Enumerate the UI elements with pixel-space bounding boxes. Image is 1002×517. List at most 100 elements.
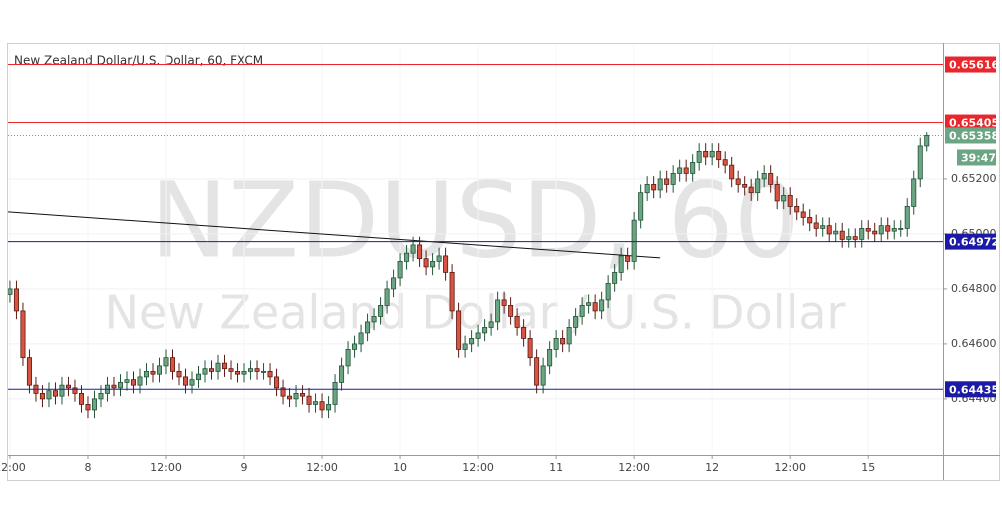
candle-body (169, 357, 176, 372)
candle-body (729, 164, 735, 180)
candle-body (618, 255, 624, 273)
candle-body (839, 230, 845, 240)
candle-body (280, 387, 286, 397)
candle-body (235, 371, 241, 375)
candle-body (755, 178, 761, 194)
candle-body (748, 186, 754, 194)
candle-body (482, 327, 488, 334)
candle-body (423, 258, 429, 268)
candle-body (130, 379, 137, 386)
candle-body (534, 357, 540, 386)
price-label-box (945, 233, 996, 250)
candle-body (495, 299, 501, 323)
candle-body (547, 349, 553, 367)
candle-body (72, 387, 78, 394)
candle-body (683, 167, 689, 174)
candle-body (111, 384, 117, 389)
price-label-box (945, 56, 996, 73)
candle-body (514, 316, 520, 328)
candle-body (566, 327, 572, 345)
candle-body (78, 393, 84, 405)
candle-body (885, 225, 891, 232)
x-tick-label: 11 (549, 461, 563, 474)
candle-body (261, 371, 267, 373)
x-tick-label: 8 (84, 461, 91, 474)
candle-body (846, 236, 852, 240)
candle-body (287, 395, 293, 400)
candle-body (358, 332, 364, 345)
candle-body (352, 343, 358, 350)
candle-body (703, 151, 709, 158)
candle-body (195, 373, 202, 381)
candle-body (872, 230, 878, 235)
candle-body (469, 338, 475, 345)
candle-body (365, 321, 371, 334)
candle-body (222, 362, 228, 370)
x-tick-label: 12:00 (150, 461, 182, 474)
candle-body (228, 368, 234, 372)
candle-body (592, 302, 598, 312)
candle-body (313, 401, 319, 405)
candle-body (833, 230, 839, 235)
candle-body (332, 382, 338, 405)
candle-body (65, 384, 71, 389)
candle-body (501, 299, 507, 306)
candle-body (13, 288, 19, 312)
candle-body (852, 236, 858, 240)
price-label: 0.64435 (949, 383, 999, 396)
candle-body (436, 255, 442, 262)
countdown-box (957, 149, 996, 166)
candle-body (677, 167, 683, 174)
candle-body (716, 151, 722, 161)
x-tick-label: 12:00 (774, 461, 806, 474)
candle-body (248, 368, 254, 372)
x-tick-label: 9 (241, 461, 248, 474)
candle-body (215, 362, 221, 372)
candle-body (254, 368, 260, 372)
candle-body (241, 371, 247, 375)
candle-body (813, 222, 819, 229)
candle-body (46, 390, 52, 400)
candle-body (807, 217, 813, 224)
candle-body (599, 299, 605, 312)
candle-body (462, 343, 468, 350)
candle-body (209, 368, 215, 372)
candle-body (826, 225, 832, 235)
chart-title: New Zealand Dollar/U.S. Dollar, 60, FXCM (14, 54, 263, 68)
candle-body (924, 135, 930, 147)
candle-body (657, 178, 663, 191)
candle-body (540, 365, 546, 386)
plot-area (8, 45, 943, 455)
candle-body (137, 376, 143, 386)
candle-body (274, 376, 280, 389)
candle-body (586, 302, 592, 306)
candle-body (859, 228, 865, 240)
x-tick-label: 12:00 (462, 461, 494, 474)
candle-body (475, 332, 481, 339)
candle-body (150, 371, 156, 375)
candle-body (300, 393, 306, 397)
candle-body (735, 178, 741, 185)
watermark: NZDUSD, 60 (150, 159, 800, 281)
candle-body (696, 151, 702, 163)
candle-body (339, 365, 345, 383)
candle-body (820, 225, 826, 229)
candle-body (456, 310, 462, 350)
candle-body (371, 316, 377, 323)
candle-body (384, 288, 390, 306)
candle-body (26, 357, 32, 386)
candle-body (891, 228, 897, 232)
candle-body (800, 211, 806, 218)
candle-body (163, 357, 169, 367)
candle-body (787, 195, 793, 207)
candle-body (690, 162, 696, 174)
candle-body (443, 255, 449, 273)
candle-body (182, 376, 189, 386)
countdown: 39:47 (961, 151, 996, 164)
price-label-box (945, 114, 996, 131)
candle-body (488, 321, 494, 328)
candle-body (638, 192, 644, 221)
candle-body (306, 395, 312, 405)
candle-body (293, 393, 299, 400)
